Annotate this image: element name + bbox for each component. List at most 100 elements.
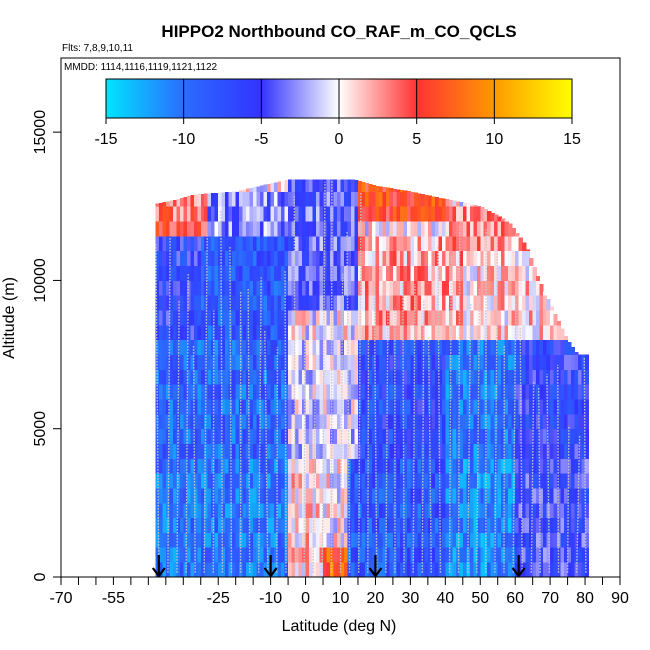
heatmap-cell [350,310,356,326]
heatmap-cell [585,488,590,504]
heatmap-cell [406,502,411,519]
heatmap-cell [343,488,349,504]
flight-track-segment [421,299,425,573]
heatmap-cell [560,547,565,563]
heatmap-cell [323,532,328,548]
heatmap-cell [267,354,272,370]
heatmap-cell [340,206,345,222]
heatmap-cell [169,502,174,519]
heatmap-cell [532,532,537,548]
heatmap-cell [246,532,251,548]
heatmap-cell [172,517,177,533]
heatmap-cell [511,265,516,281]
heatmap-cell [420,221,425,237]
heatmap-cell [340,413,345,430]
heatmap-cell [434,295,439,311]
heatmap-cell [204,413,209,430]
heatmap-cell [403,532,408,548]
flight-track-segment [412,283,416,573]
heatmap-cell [305,179,310,192]
heatmap-cell [343,221,349,237]
heatmap-cell [413,250,418,266]
heatmap-cell [375,399,380,415]
heatmap-cell [396,517,401,533]
heatmap-cell [357,547,363,563]
heatmap-cell [183,562,188,577]
heatmap-cell [438,473,443,489]
heatmap-cell [434,324,439,341]
heatmap-cell [382,517,387,533]
heatmap-cell [466,339,471,355]
heatmap-cell [326,265,331,281]
heatmap-cell [445,502,450,519]
heatmap-cell [284,179,289,192]
heatmap-cell [557,354,562,370]
heatmap-cell [529,369,534,385]
heatmap-cell [501,547,506,563]
heatmap-cell [186,195,191,207]
heatmap-cell [403,354,408,370]
heatmap-cell [340,191,345,207]
heatmap-cell [427,473,432,489]
heatmap-cell [337,369,342,385]
heatmap-cell [469,324,474,341]
heatmap-cell [347,517,352,533]
heatmap-cell [267,221,272,237]
heatmap-cell [560,443,565,459]
heatmap-cell [172,221,177,237]
heatmap-cell [452,235,457,252]
heatmap-cell [508,517,513,533]
heatmap-cell [172,443,177,459]
heatmap-cell [249,265,254,281]
heatmap-cell [403,250,408,266]
heatmap-cell [539,458,544,474]
heatmap-cell [263,295,268,311]
heatmap-cell [340,428,345,444]
heatmap-cell [448,265,453,281]
heatmap-cell [267,183,272,192]
heatmap-cell [578,502,583,519]
heatmap-cell [378,191,384,207]
heatmap-cell [337,179,342,192]
heatmap-cell [469,562,474,577]
heatmap-cell [431,196,436,207]
heatmap-cell [546,413,551,430]
heatmap-cell [410,384,415,400]
heatmap-cell [508,324,513,341]
heatmap-cell [277,221,282,237]
heatmap-cell [476,206,481,222]
heatmap-cell [267,339,272,355]
heatmap-cell [295,339,300,355]
heatmap-cell [441,399,446,415]
heatmap-cell [357,458,363,474]
heatmap-cell [319,339,324,355]
y-tick-label: 15000 [32,110,49,155]
heatmap-cell [162,354,167,370]
heatmap-cell [232,413,237,430]
heatmap-cell [343,458,349,474]
heatmap-cell [585,517,590,533]
heatmap-cell [343,428,349,444]
heatmap-cell [427,502,432,519]
heatmap-cell [564,443,569,459]
heatmap-cell [347,206,352,222]
heatmap-cell [242,517,247,533]
heatmap-cell [515,369,520,385]
heatmap-cell [466,250,471,266]
heatmap-cell [267,310,272,326]
heatmap-cell [389,399,394,415]
heatmap-cell [368,413,373,430]
heatmap-cell [200,250,205,266]
heatmap-cell [239,206,244,222]
heatmap-cell [232,324,237,341]
heatmap-cell [361,235,366,252]
heatmap-cell [340,280,345,296]
heatmap-cell [211,250,216,266]
heatmap-cell [281,295,286,311]
heatmap-cell [508,562,513,577]
heatmap-cell [347,250,352,266]
heatmap-cell [183,265,188,281]
heatmap-cell [253,310,258,326]
heatmap-cell [494,458,499,474]
heatmap-cell [274,339,279,355]
